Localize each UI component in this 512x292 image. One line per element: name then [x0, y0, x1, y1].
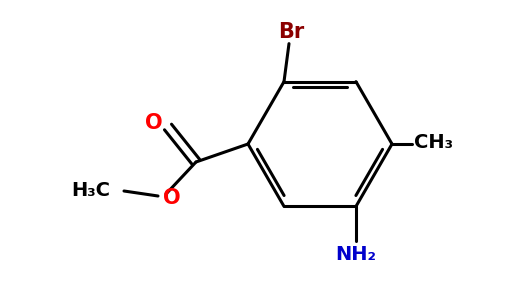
Text: H₃C: H₃C — [71, 180, 110, 199]
Text: NH₂: NH₂ — [335, 245, 376, 264]
Text: CH₃: CH₃ — [414, 133, 453, 152]
Text: Br: Br — [278, 22, 304, 42]
Text: O: O — [163, 188, 181, 208]
Text: O: O — [145, 113, 163, 133]
